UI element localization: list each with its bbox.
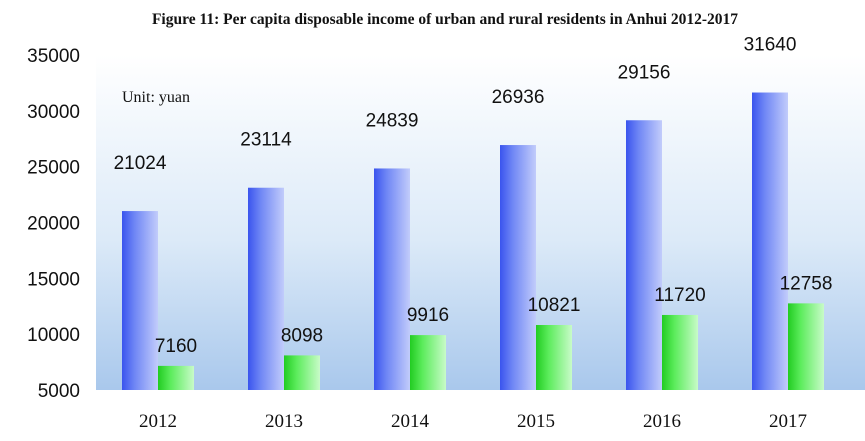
data-label: 8098 (281, 325, 323, 346)
x-tick-label: 2015 (517, 411, 555, 432)
plot-area (96, 55, 865, 390)
x-tick-label: 2017 (769, 411, 807, 432)
bar-rural (536, 324, 572, 390)
bar-rural (410, 335, 446, 390)
bar-urban (626, 120, 662, 391)
bar-rural (788, 303, 824, 390)
data-label: 31640 (744, 35, 797, 56)
data-label: 21024 (114, 153, 167, 174)
bar-urban (752, 92, 788, 391)
data-label: 24839 (366, 110, 419, 131)
data-label: 12758 (780, 273, 833, 294)
data-label: 23114 (240, 130, 292, 151)
y-tick-label: 20000 (27, 214, 80, 235)
y-tick-label: 35000 (27, 46, 80, 67)
x-tick-label: 2013 (265, 411, 303, 432)
x-tick-label: 2016 (643, 411, 681, 432)
data-label: 9916 (407, 305, 449, 326)
bar-urban (500, 145, 536, 390)
data-label: 26936 (492, 87, 545, 108)
unit-note: Unit: yuan (122, 89, 190, 106)
bar-urban (122, 211, 158, 390)
bar-rural (284, 355, 320, 390)
bar-urban (248, 187, 284, 390)
bar-rural (662, 314, 698, 390)
chart-title: Figure 11: Per capita disposable income … (152, 11, 738, 28)
y-tick-label: 30000 (27, 102, 80, 123)
bar-rural (158, 365, 194, 390)
y-tick-label: 15000 (27, 269, 80, 290)
bar-urban (374, 168, 410, 390)
bars (122, 92, 824, 391)
data-label: 29156 (618, 62, 671, 83)
data-label: 11720 (654, 285, 705, 306)
data-label: 10821 (528, 295, 581, 316)
y-tick-label: 25000 (27, 158, 80, 179)
x-axis-ticks: 2012 2013 2014 2015 2016 2017 (139, 411, 807, 432)
data-label: 7160 (155, 336, 197, 357)
x-tick-label: 2014 (391, 411, 430, 432)
y-axis-ticks: 5000 10000 15000 20000 25000 30000 35000 (27, 46, 80, 402)
data-labels: 21024 7160 23114 8098 24839 9916 26936 10821 291… (114, 35, 833, 357)
y-tick-label: 10000 (27, 325, 80, 346)
y-tick-label: 5000 (38, 381, 80, 402)
x-tick-label: 2012 (139, 411, 177, 432)
